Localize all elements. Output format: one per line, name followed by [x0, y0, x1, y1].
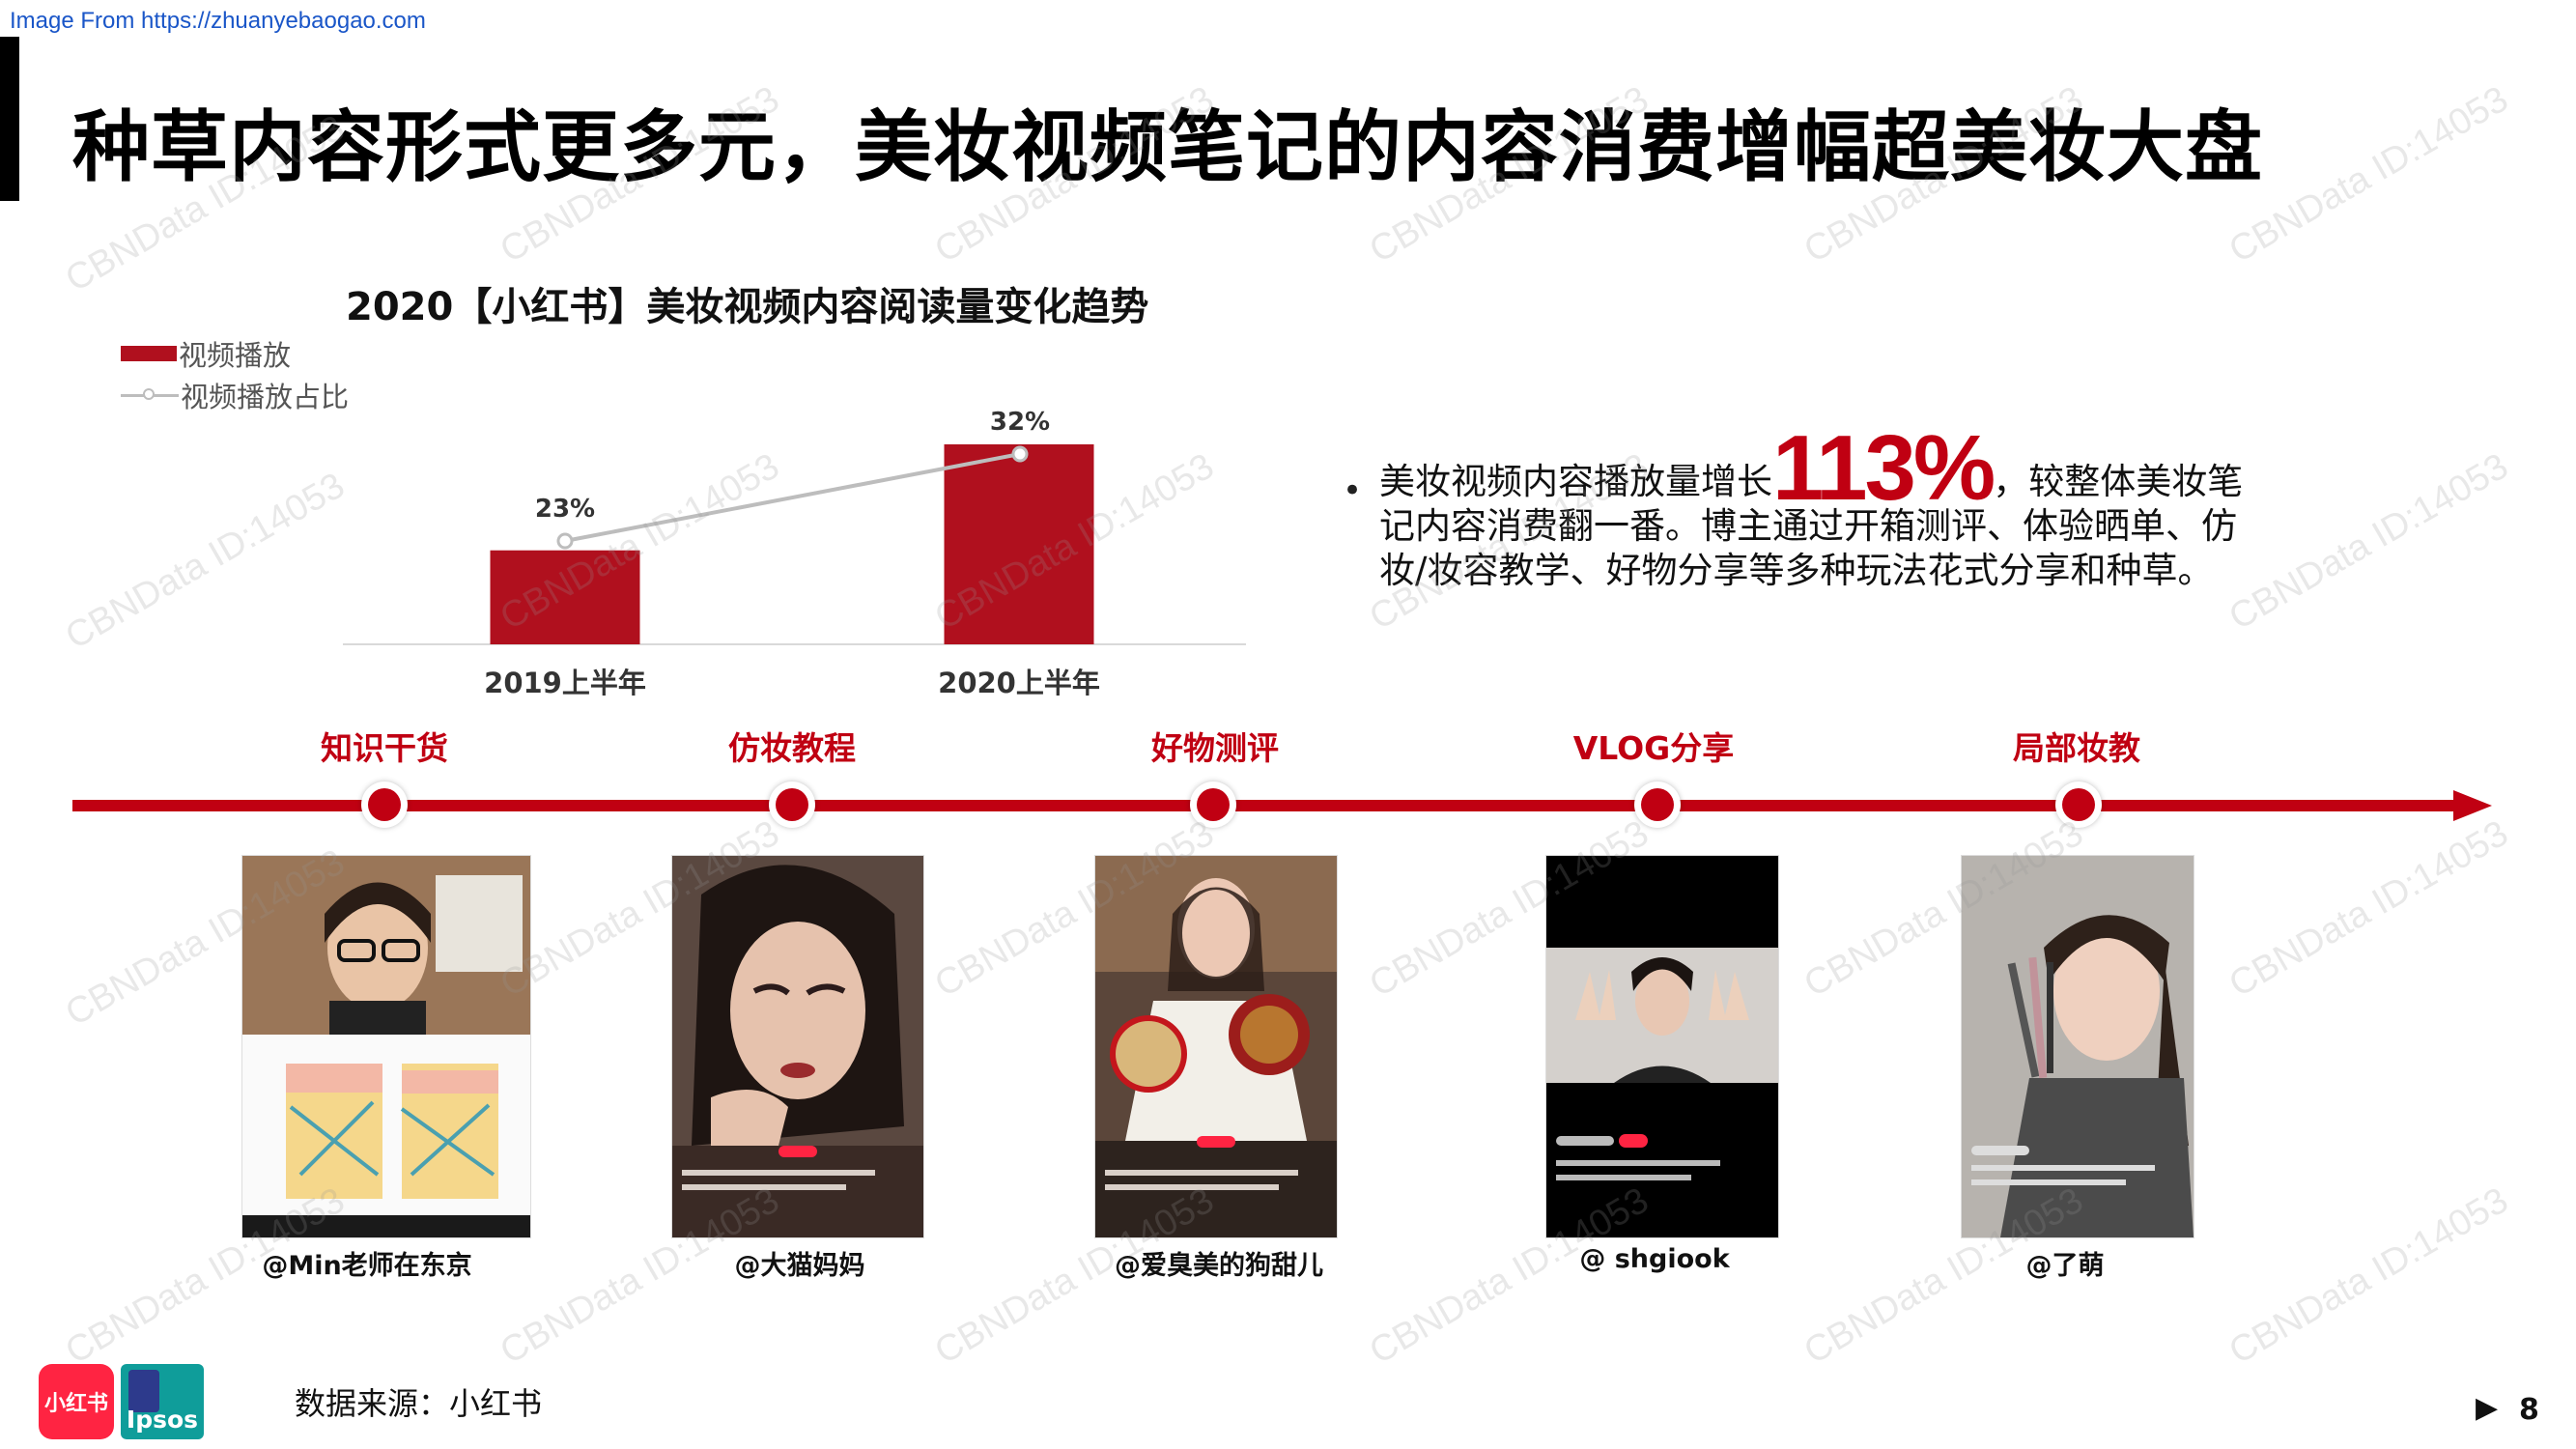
timeline — [72, 790, 2492, 821]
blogger-handle[interactable]: @Min老师在东京 — [262, 1251, 472, 1281]
ipsos-logo: Ipsos — [121, 1364, 204, 1439]
bullet-point: • — [1343, 471, 1363, 510]
timeline-label: 好物测评 — [1151, 729, 1279, 767]
bar — [490, 550, 640, 644]
blogger-handle[interactable]: @爱臭美的狗甜儿 — [1115, 1251, 1323, 1281]
chart-title: 2020【小红书】美妆视频内容阅读量变化趋势 — [346, 285, 1149, 329]
timeline-node — [2055, 781, 2102, 828]
summary-text: 美妆视频内容播放量增长113%，较整体美妆笔记内容消费翻一番。博主通过开箱测评、… — [1379, 422, 2268, 593]
video-thumbnail-image — [1095, 856, 1337, 1237]
title-accent-bar — [0, 37, 19, 201]
share-line — [564, 452, 1021, 543]
timeline-label: 知识干货 — [321, 729, 448, 767]
video-thumbnail-image — [1962, 856, 2194, 1237]
page-title: 种草内容形式更多元，美妆视频笔记的内容消费增幅超美妆大盘 — [72, 102, 2263, 192]
video-thumbnail-image — [672, 856, 923, 1237]
bar — [944, 444, 1094, 644]
legend-line-swatch — [121, 385, 179, 405]
watermark: CBNData ID:14053 — [2222, 78, 2515, 271]
x-tick-label: 2020上半年 — [938, 667, 1100, 699]
legend-item-line: 视频播放占比 — [121, 375, 349, 415]
video-thumbnail-partial-makeup[interactable] — [1961, 855, 2194, 1238]
blogger-handle[interactable]: @大猫妈妈 — [734, 1251, 865, 1281]
legend-line-label: 视频播放占比 — [181, 381, 350, 413]
legend-bar-swatch — [121, 346, 177, 361]
timeline-node — [1190, 781, 1236, 828]
blogger-handle[interactable]: @了萌 — [2025, 1251, 2105, 1281]
bar-line-chart: 2019上半年 2020上半年 23% 32% — [343, 408, 1246, 699]
source-url[interactable]: Image From https://zhuanyebaogao.com — [10, 8, 426, 34]
data-source-note: 数据来源：小红书 — [295, 1385, 543, 1422]
watermark: CBNData ID:14053 — [2222, 812, 2515, 1006]
timeline-line — [72, 800, 2458, 811]
timeline-label: VLOG分享 — [1572, 729, 1735, 767]
watermark: CBNData ID:14053 — [59, 465, 352, 658]
summary-text-after: ，较整体美妆笔记内容消费翻一番。博主通过开箱测评、体验晒单、仿妆/妆容教学、好物… — [1379, 461, 2244, 591]
timeline-node — [361, 781, 408, 828]
video-thumbnail-vlog[interactable] — [1545, 855, 1779, 1238]
video-thumbnail-makeup-tutorial[interactable] — [671, 855, 924, 1238]
video-thumbnail-product-review[interactable] — [1094, 855, 1338, 1238]
share-point — [556, 532, 574, 550]
page-number: 8 — [2519, 1393, 2539, 1427]
watermark: CBNData ID:14053 — [2222, 1179, 2515, 1373]
timeline-label: 仿妆教程 — [728, 729, 856, 767]
data-label: 32% — [990, 408, 1050, 437]
share-point — [1011, 445, 1029, 463]
xiaohongshu-logo: 小红书 — [39, 1364, 114, 1439]
growth-highlight: 113% — [1772, 416, 1996, 520]
video-thumbnail-knowledge[interactable] — [241, 855, 531, 1238]
timeline-label: 局部妆教 — [2013, 729, 2140, 767]
summary-text-before: 美妆视频内容播放量增长 — [1379, 461, 1772, 502]
x-tick-label: 2019上半年 — [484, 667, 646, 699]
blogger-handle[interactable]: @ shgiook — [1579, 1244, 1730, 1274]
video-thumbnail-image — [242, 856, 530, 1237]
timeline-node — [769, 781, 815, 828]
next-page-icon[interactable]: ▶ — [2476, 1391, 2499, 1425]
timeline-node — [1634, 781, 1681, 828]
data-label: 23% — [535, 495, 595, 524]
legend-item-bar: 视频播放 — [121, 333, 291, 374]
timeline-arrow-icon — [2453, 790, 2492, 821]
legend-bar-label: 视频播放 — [179, 339, 292, 372]
video-thumbnail-image — [1546, 856, 1778, 1237]
